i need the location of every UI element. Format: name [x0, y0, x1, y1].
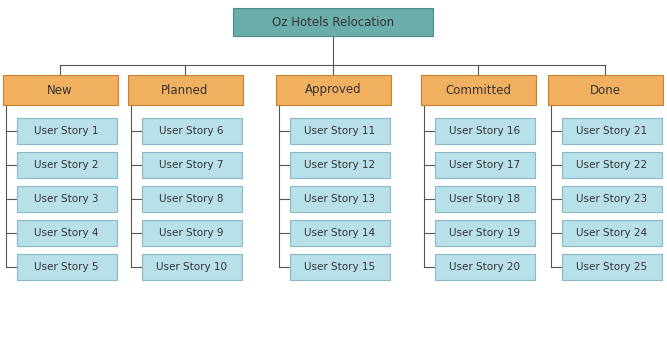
Text: User Story 21: User Story 21 [576, 126, 647, 136]
FancyBboxPatch shape [289, 254, 390, 280]
FancyBboxPatch shape [434, 186, 534, 212]
FancyBboxPatch shape [289, 220, 390, 246]
FancyBboxPatch shape [141, 118, 241, 144]
FancyBboxPatch shape [141, 254, 241, 280]
FancyBboxPatch shape [562, 254, 662, 280]
Text: User Story 13: User Story 13 [304, 194, 375, 204]
FancyBboxPatch shape [562, 186, 662, 212]
Text: User Story 9: User Story 9 [159, 228, 223, 238]
FancyBboxPatch shape [434, 118, 534, 144]
Text: Done: Done [590, 84, 620, 96]
FancyBboxPatch shape [289, 186, 390, 212]
FancyBboxPatch shape [420, 75, 536, 105]
Text: Planned: Planned [161, 84, 209, 96]
FancyBboxPatch shape [3, 75, 117, 105]
Text: User Story 4: User Story 4 [34, 228, 99, 238]
FancyBboxPatch shape [275, 75, 390, 105]
FancyBboxPatch shape [434, 254, 534, 280]
Text: Committed: Committed [445, 84, 511, 96]
Text: User Story 25: User Story 25 [576, 262, 647, 272]
Text: User Story 11: User Story 11 [304, 126, 375, 136]
FancyBboxPatch shape [233, 8, 433, 36]
FancyBboxPatch shape [17, 186, 117, 212]
FancyBboxPatch shape [141, 186, 241, 212]
Text: User Story 2: User Story 2 [34, 160, 99, 170]
FancyBboxPatch shape [17, 254, 117, 280]
FancyBboxPatch shape [127, 75, 243, 105]
Text: User Story 6: User Story 6 [159, 126, 223, 136]
FancyBboxPatch shape [289, 118, 390, 144]
Text: User Story 18: User Story 18 [449, 194, 520, 204]
Text: User Story 1: User Story 1 [34, 126, 99, 136]
Text: New: New [47, 84, 73, 96]
FancyBboxPatch shape [141, 152, 241, 178]
Text: User Story 22: User Story 22 [576, 160, 647, 170]
Text: User Story 3: User Story 3 [34, 194, 99, 204]
FancyBboxPatch shape [17, 220, 117, 246]
Text: User Story 7: User Story 7 [159, 160, 223, 170]
FancyBboxPatch shape [17, 118, 117, 144]
Text: User Story 16: User Story 16 [449, 126, 520, 136]
Text: Approved: Approved [305, 84, 362, 96]
Text: User Story 12: User Story 12 [304, 160, 375, 170]
Text: User Story 15: User Story 15 [304, 262, 375, 272]
Text: User Story 17: User Story 17 [449, 160, 520, 170]
FancyBboxPatch shape [562, 118, 662, 144]
FancyBboxPatch shape [289, 152, 390, 178]
Text: User Story 19: User Story 19 [449, 228, 520, 238]
FancyBboxPatch shape [562, 220, 662, 246]
FancyBboxPatch shape [434, 220, 534, 246]
FancyBboxPatch shape [548, 75, 662, 105]
Text: User Story 20: User Story 20 [449, 262, 520, 272]
Text: User Story 10: User Story 10 [156, 262, 227, 272]
FancyBboxPatch shape [141, 220, 241, 246]
FancyBboxPatch shape [562, 152, 662, 178]
Text: User Story 23: User Story 23 [576, 194, 647, 204]
FancyBboxPatch shape [434, 152, 534, 178]
FancyBboxPatch shape [17, 152, 117, 178]
Text: User Story 8: User Story 8 [159, 194, 223, 204]
Text: User Story 5: User Story 5 [34, 262, 99, 272]
Text: Oz Hotels Relocation: Oz Hotels Relocation [272, 15, 394, 28]
Text: User Story 24: User Story 24 [576, 228, 647, 238]
Text: User Story 14: User Story 14 [304, 228, 375, 238]
